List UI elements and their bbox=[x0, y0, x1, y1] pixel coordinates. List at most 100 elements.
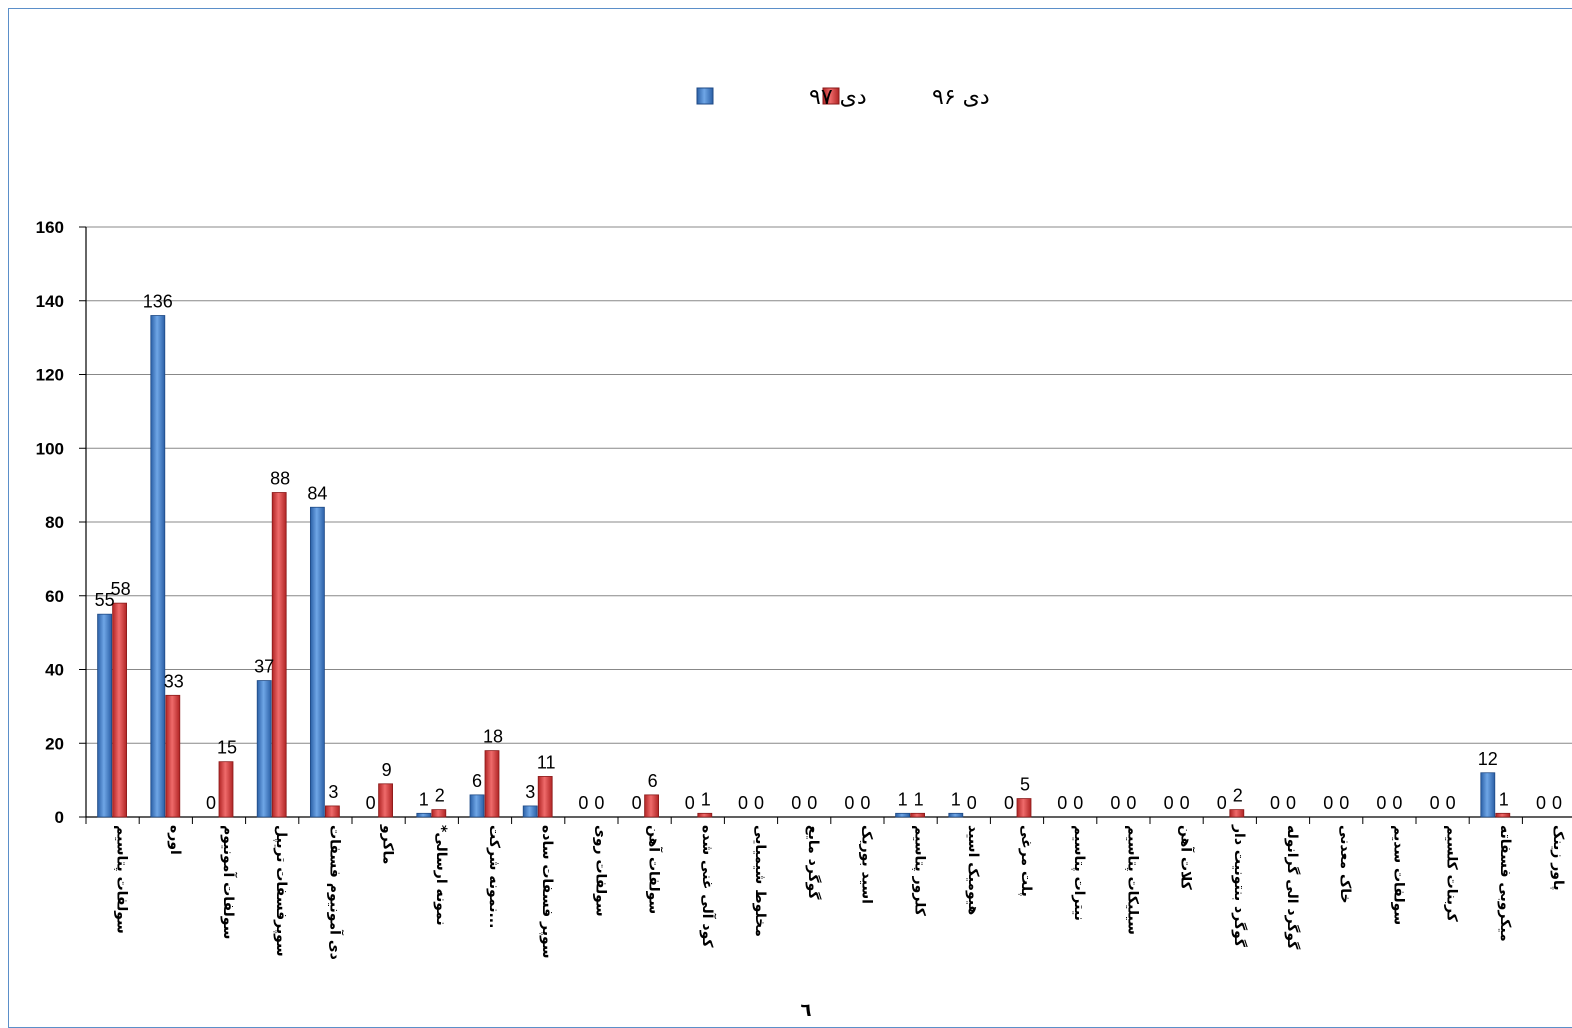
bar-dey-97-value-label: 0 bbox=[1430, 793, 1440, 813]
legend-item-dey-96: دی ۹۶ bbox=[822, 85, 990, 110]
bar-dey-97 bbox=[256, 680, 272, 818]
category-label: گوگرد الی گرانوله bbox=[1284, 825, 1301, 950]
y-tick-label: 20 bbox=[45, 734, 64, 753]
bar-dey-96-value-label: 1 bbox=[1499, 789, 1509, 809]
category-labels: سولفات پتاسیم اوره سولفات آمونیوم سوپرفسفات… bbox=[114, 824, 1566, 960]
bar-dey-96-value-label: 88 bbox=[270, 469, 290, 489]
bar-dey-97-value-label: 0 bbox=[206, 793, 216, 813]
bar-dey-97-value-label: 0 bbox=[1536, 793, 1546, 813]
bar-dey-97-value-label: 55 bbox=[95, 590, 115, 610]
bar-dey-96-value-label: 3 bbox=[328, 782, 338, 802]
bar-dey-97-value-label: 0 bbox=[738, 793, 748, 813]
bar-dey-96-value-label: 9 bbox=[382, 760, 392, 780]
bar-dey-97 bbox=[522, 805, 538, 818]
gridlines bbox=[86, 226, 1572, 818]
bar-dey-97-value-label: 6 bbox=[472, 771, 482, 791]
category-label: کلرور پتاسیم bbox=[912, 825, 928, 917]
y-tick-label: 80 bbox=[45, 513, 64, 532]
bar-dey-97-value-label: 0 bbox=[1057, 793, 1067, 813]
category-label: کلات آهن bbox=[1178, 825, 1196, 891]
bar-dey-96-value-label: 0 bbox=[807, 793, 817, 813]
legend-swatch-dey-96 bbox=[822, 87, 840, 105]
category-label: پلت مرغی bbox=[1018, 825, 1034, 897]
bar-dey-97 bbox=[895, 812, 910, 818]
bar-dey-97-value-label: 0 bbox=[791, 793, 801, 813]
bar-dey-97-value-label: 12 bbox=[1478, 749, 1498, 769]
bar-dey-97 bbox=[948, 812, 964, 818]
bar-dey-96-value-label: 0 bbox=[1552, 793, 1562, 813]
bar-dey-96-value-label: 0 bbox=[1392, 793, 1402, 813]
bar-dey-96 bbox=[218, 761, 234, 818]
bar-dey-96 bbox=[165, 694, 181, 818]
bar-dey-97-value-label: 0 bbox=[1110, 793, 1120, 813]
bar-dey-96-value-label: 15 bbox=[217, 738, 237, 758]
bar-dey-97 bbox=[1480, 772, 1496, 818]
legend-label-dey-96: دی ۹۶ bbox=[932, 85, 990, 110]
bar-dey-97-value-label: 3 bbox=[525, 782, 535, 802]
category-label: پاور زینک bbox=[1550, 825, 1566, 891]
bar-dey-96-value-label: 5 bbox=[1020, 775, 1030, 795]
category-label: گوگرد مایع bbox=[805, 825, 822, 900]
bar-dey-96 bbox=[378, 783, 394, 818]
bar-dey-97-value-label: 37 bbox=[254, 657, 274, 677]
category-label: *نمونه ارسالی bbox=[433, 825, 449, 926]
bar-dey-96-value-label: 0 bbox=[1446, 793, 1456, 813]
bar-dey-97-value-label: 0 bbox=[844, 793, 854, 813]
bar-dey-97-value-label: 1 bbox=[951, 789, 961, 809]
bar-dey-97-value-label: 0 bbox=[1164, 793, 1174, 813]
bar-dey-97 bbox=[416, 812, 432, 818]
bar-dey-96 bbox=[644, 794, 659, 818]
bar-dey-96-value-label: 0 bbox=[754, 793, 764, 813]
footnote: ٦ bbox=[801, 1000, 812, 1018]
category-label: دی آمونیوم فسفات bbox=[326, 825, 344, 960]
bar-dey-97-value-label: 1 bbox=[898, 789, 908, 809]
legend: دی ۹۶ دی ۹۷ bbox=[696, 85, 990, 110]
bar-dey-96-value-label: 2 bbox=[1233, 786, 1243, 806]
category-label: گوگرد بنتونیت دار bbox=[1231, 824, 1248, 948]
bar-dey-97-value-label: 0 bbox=[1270, 793, 1280, 813]
bar-dey-96-value-label: 6 bbox=[648, 771, 658, 791]
bar-dey-97-value-label: 84 bbox=[307, 483, 327, 503]
bar-dey-97-value-label: 0 bbox=[632, 793, 642, 813]
category-label: هیومیک اسید bbox=[965, 825, 981, 915]
category-label: ماکرو bbox=[380, 824, 396, 864]
bar-dey-96-value-label: 11 bbox=[537, 752, 556, 772]
category-label: سوپر فسفات ساده bbox=[539, 825, 555, 959]
bar-dey-97-value-label: 136 bbox=[143, 292, 173, 312]
bar-dey-96 bbox=[484, 750, 500, 818]
category-label: اسید بوریک bbox=[858, 825, 874, 904]
category-label: کربنات کلسیم bbox=[1444, 825, 1460, 923]
category-label: سولفات آهن bbox=[646, 825, 664, 914]
bar-dey-96 bbox=[537, 776, 553, 818]
bar-dey-96-value-label: 1 bbox=[701, 789, 711, 809]
y-tick-label: 0 bbox=[55, 808, 64, 827]
bar-dey-97 bbox=[469, 794, 485, 818]
bar-dey-96-value-label: 18 bbox=[483, 727, 503, 747]
bar-dey-97-value-label: 0 bbox=[366, 793, 376, 813]
bar-dey-96-value-label: 0 bbox=[967, 793, 977, 813]
bar-dey-96 bbox=[431, 809, 447, 818]
bar-dey-97-value-label: 0 bbox=[1376, 793, 1386, 813]
bar-dey-97-value-label: 0 bbox=[1217, 793, 1227, 813]
bar-dey-96-value-label: 2 bbox=[435, 786, 445, 806]
category-label: اوره bbox=[167, 825, 183, 855]
category-label: کود آلی غنی شده bbox=[699, 825, 717, 948]
bar-dey-96-value-label: 33 bbox=[164, 671, 184, 691]
bar-dey-97 bbox=[150, 315, 166, 818]
legend-swatch-dey-97 bbox=[696, 87, 714, 105]
legend-label-dey-97: دی ۹۷ bbox=[809, 85, 867, 110]
y-tick-label: 140 bbox=[36, 292, 64, 311]
y-tick-label: 60 bbox=[45, 587, 64, 606]
category-label: سیلیکات پتاسیم bbox=[1124, 825, 1140, 935]
category-label: مخلوط شیمیایی bbox=[752, 825, 768, 937]
y-tick-label: 120 bbox=[36, 366, 64, 385]
bar-dey-97-value-label: 0 bbox=[685, 793, 695, 813]
bar-dey-96-value-label: 0 bbox=[594, 793, 604, 813]
category-label: سولفات روی bbox=[592, 825, 608, 917]
bar-dey-96-value-label: 0 bbox=[1286, 793, 1296, 813]
category-label: سولفات سدیم bbox=[1390, 825, 1406, 925]
bar-dey-96 bbox=[324, 805, 340, 818]
category-label: سولفات پتاسیم bbox=[114, 825, 130, 934]
bar-dey-97-value-label: 0 bbox=[1004, 793, 1014, 813]
